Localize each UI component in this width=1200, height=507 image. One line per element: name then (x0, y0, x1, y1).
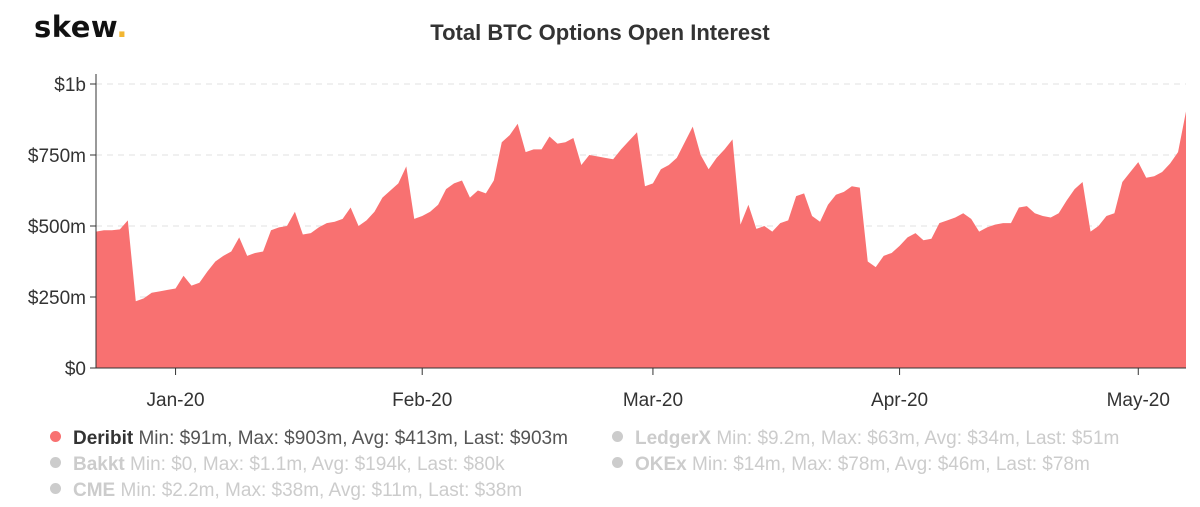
legend-dot-bakkt (50, 457, 61, 469)
axes-layer (90, 74, 1186, 375)
y-tick-label: $0 (65, 359, 86, 380)
y-tick-label: $1b (54, 75, 86, 96)
legend-item-cme[interactable]: CME Min: $2.2m, Max: $38m, Avg: $11m, La… (50, 478, 568, 504)
legend-stats: Min: $14m, Max: $78m, Avg: $46m, Last: $… (692, 454, 1090, 475)
legend-name: LedgerX (635, 428, 712, 449)
x-tick-label: Mar-20 (623, 390, 683, 411)
legend-dot-deribit (50, 431, 61, 443)
y-tick-labels: $0 $250m $500m $750m $1b (28, 75, 86, 380)
chart-title: Total BTC Options Open Interest (430, 20, 770, 45)
deribit-area (96, 111, 1186, 369)
legend-stats: Min: $9.2m, Max: $63m, Avg: $34m, Last: … (716, 428, 1120, 449)
legend-right-column: LedgerX Min: $9.2m, Max: $63m, Avg: $34m… (612, 426, 1119, 478)
legend-item-okex[interactable]: OKEx Min: $14m, Max: $78m, Avg: $46m, La… (612, 452, 1119, 478)
legend-stats: Min: $0, Max: $1.1m, Avg: $194k, Last: $… (130, 454, 505, 475)
legend-name: OKEx (635, 454, 687, 475)
legend-name: Deribit (73, 428, 134, 449)
legend-name: Bakkt (73, 454, 125, 475)
legend-dot-cme (50, 483, 61, 495)
legend-name: CME (73, 480, 116, 501)
legend-item-deribit[interactable]: Deribit Min: $91m, Max: $903m, Avg: $413… (50, 426, 568, 452)
legend-stats: Min: $2.2m, Max: $38m, Avg: $11m, Last: … (120, 480, 523, 501)
logo-dot: . (116, 10, 128, 44)
x-tick-label: May-20 (1107, 390, 1170, 411)
open-interest-chart: $0 $250m $500m $750m $1b Jan-20 Feb-20 Mar-20 A… (28, 74, 1186, 411)
y-tick-label: $750m (28, 146, 86, 167)
y-tick-label: $500m (28, 217, 86, 238)
x-tick-label: Apr-20 (871, 390, 928, 411)
legend-left-column: Deribit Min: $91m, Max: $903m, Avg: $413… (50, 426, 568, 504)
y-tick-label: $250m (28, 288, 86, 309)
legend-stats: Min: $91m, Max: $903m, Avg: $413m, Last:… (138, 428, 568, 449)
legend-dot-ledgerx (612, 431, 623, 443)
skew-logo: skew. (34, 10, 128, 44)
x-tick-label: Jan-20 (147, 390, 205, 411)
legend-item-bakkt[interactable]: Bakkt Min: $0, Max: $1.1m, Avg: $194k, L… (50, 452, 568, 478)
legend-dot-okex (612, 457, 623, 469)
legend-item-ledgerx[interactable]: LedgerX Min: $9.2m, Max: $63m, Avg: $34m… (612, 426, 1119, 452)
logo-text: skew (34, 10, 117, 44)
area-layer (96, 111, 1186, 369)
x-tick-label: Feb-20 (392, 390, 452, 411)
x-tick-labels: Jan-20 Feb-20 Mar-20 Apr-20 May-20 (147, 390, 1170, 411)
